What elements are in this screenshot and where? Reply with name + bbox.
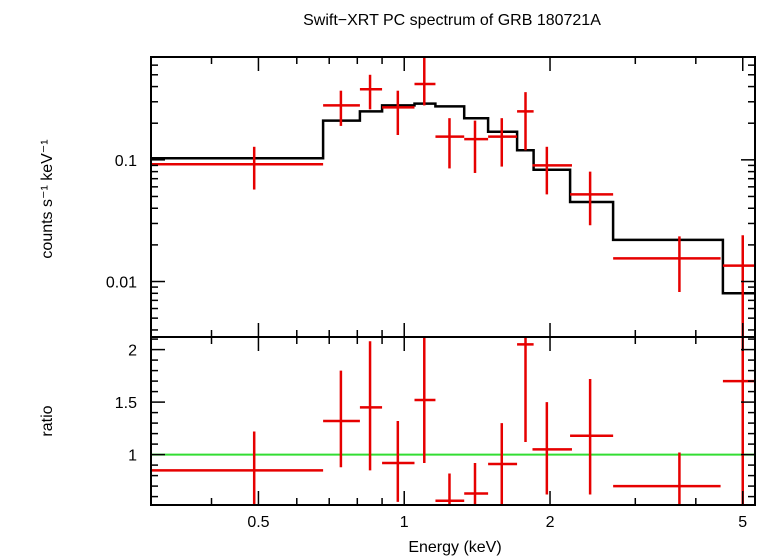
- x-axis-label: Energy (keV): [408, 539, 501, 556]
- spectrum-y-tick-label-1: 0.01: [106, 275, 137, 292]
- ratio-point-6: [464, 463, 489, 505]
- ratio-data-points: [151, 337, 755, 505]
- spectrum-point-2: [359, 74, 383, 110]
- ratio-point-1: [323, 370, 360, 468]
- ratio-y-tick-label-0: 1: [128, 448, 137, 465]
- spectrum-frame: [150, 56, 756, 338]
- ratio-point-7: [488, 423, 518, 505]
- chart-title: Swift−XRT PC spectrum of GRB 180721A: [303, 12, 601, 29]
- spectrum-point-6: [464, 120, 489, 173]
- spectrum-point-3: [382, 90, 415, 135]
- ratio-point-11: [613, 452, 721, 505]
- model-step-line: [151, 102, 755, 295]
- ratio-point-12: [722, 337, 755, 505]
- spectrum-point-12: [722, 235, 755, 337]
- ratio-point-10: [570, 379, 614, 495]
- spectrum-point-8: [517, 92, 534, 151]
- ratio-point-2: [359, 341, 383, 471]
- spectrum-y-tick-label-0: 0.1: [115, 153, 137, 170]
- ratio-ticks: 11.52: [115, 337, 755, 505]
- ratio-y-tick-label-2: 2: [128, 343, 137, 360]
- spectrum-point-10: [570, 171, 614, 226]
- ratio-point-3: [382, 421, 415, 502]
- x-tick-label-1: 1: [400, 514, 409, 531]
- ratio-y-tick-label-1: 1.5: [115, 395, 137, 412]
- spectrum-point-5: [435, 118, 465, 169]
- ratio-point-4: [414, 337, 436, 463]
- spectrum-data-points: [151, 57, 755, 337]
- ratio-point-8: [517, 337, 534, 442]
- ratio-point-0: [151, 431, 324, 505]
- spectrum-point-9: [532, 146, 572, 195]
- spectrum-point-4: [414, 57, 436, 106]
- x-tick-label-2: 2: [546, 514, 555, 531]
- model-step-path: [151, 102, 755, 295]
- ratio-panel: 11.52 ratio: [39, 336, 756, 506]
- spectrum-point-7: [488, 118, 518, 167]
- spectrum-point-0: [151, 146, 324, 190]
- x-tick-label-0: 0.5: [247, 514, 269, 531]
- spectrum-ticks: 0.1 0.01: [106, 56, 755, 337]
- ratio-point-5: [435, 473, 465, 505]
- ratio-point-9: [532, 402, 572, 495]
- x-tick-labels: 0.5 1 2 5: [247, 514, 747, 531]
- ratio-frame: [150, 336, 756, 506]
- ratio-y-axis-label: ratio: [39, 405, 56, 436]
- spectrum-point-11: [613, 236, 721, 293]
- spectrum-panel: 0.1 0.01 counts s⁻¹ keV⁻¹: [39, 56, 756, 338]
- spectrum-y-axis-label: counts s⁻¹ keV⁻¹: [39, 139, 56, 258]
- x-tick-label-3: 5: [738, 514, 747, 531]
- spectrum-point-1: [323, 90, 360, 126]
